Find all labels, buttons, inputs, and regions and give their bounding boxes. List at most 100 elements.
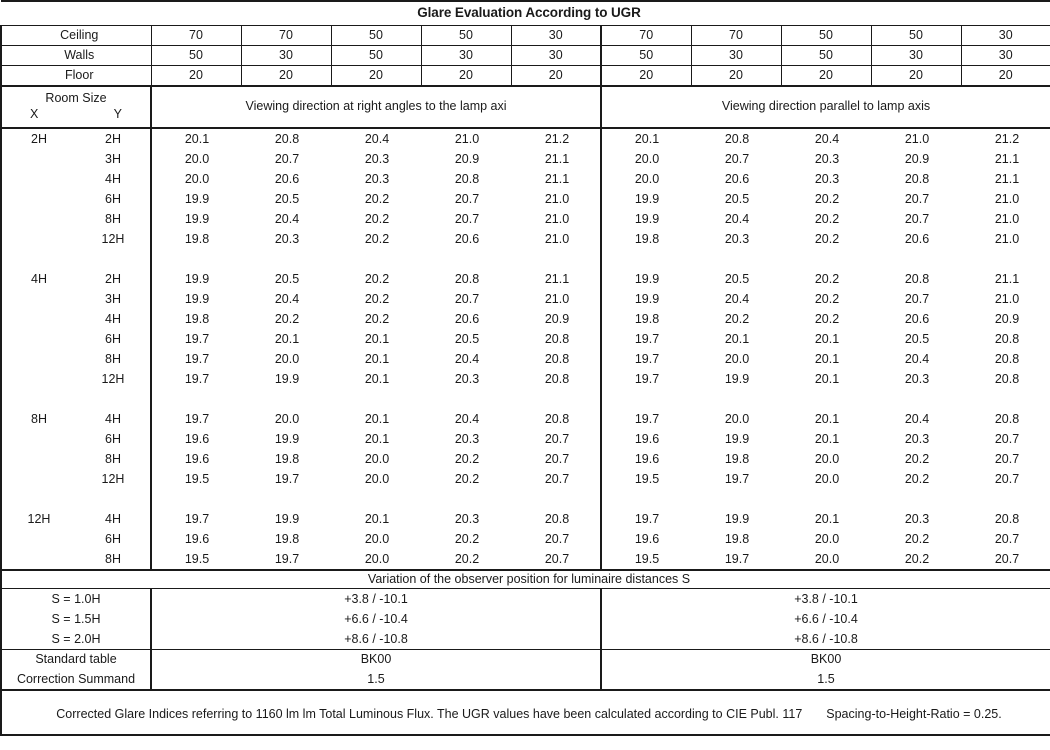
ugr-value: 19.7 — [634, 411, 660, 426]
ugr-value: 19.9 — [634, 211, 660, 226]
ugr-value: 20.0 — [274, 351, 300, 366]
block-spacer — [2, 249, 76, 269]
room-size-y-value: 4H — [105, 511, 121, 526]
variation-value-perpendicular: +8.6 / -10.8 — [344, 632, 408, 647]
ugr-value: 20.0 — [634, 151, 660, 166]
ugr-value-row: 19.9 20.5 20.2 20.7 21.0 — [602, 189, 1050, 209]
correction-summand-label: Correction Summand — [0, 669, 151, 691]
ceiling-value: 70 — [240, 25, 331, 47]
ugr-value: 20.8 — [274, 131, 300, 146]
ugr-value: 20.0 — [814, 471, 840, 486]
ugr-value: 19.7 — [634, 371, 660, 386]
room-size-y-value: 6H — [105, 331, 121, 346]
ugr-value: 20.3 — [904, 511, 930, 526]
standard-table-parallel: BK00 — [600, 649, 1050, 670]
ugr-value-row: 19.6 19.9 20.1 20.3 20.7 — [602, 429, 1050, 449]
floor-value: 20 — [600, 65, 691, 87]
floor-value: 20 — [510, 65, 601, 87]
ugr-value: 20.0 — [634, 171, 660, 186]
ugr-value: 20.7 — [454, 291, 480, 306]
room-size-y-value: 12H — [101, 231, 125, 246]
ugr-value: 20.5 — [724, 271, 750, 286]
ugr-value: 20.9 — [994, 311, 1020, 326]
ugr-value: 20.2 — [454, 451, 480, 466]
ugr-value-row: 19.9 20.4 20.2 20.7 21.0 — [602, 209, 1050, 229]
room-size-y-value: 8H — [105, 211, 121, 226]
ugr-value-row: 19.9 20.5 20.2 20.8 21.1 — [602, 269, 1050, 289]
ugr-value: 20.0 — [364, 551, 390, 566]
ugr-value: 20.7 — [904, 291, 930, 306]
ugr-value: 20.1 — [364, 411, 390, 426]
ugr-value: 20.7 — [454, 211, 480, 226]
ceiling-value: 70 — [690, 25, 781, 47]
ugr-value-row: 19.6 19.8 20.0 20.2 20.7 — [602, 529, 1050, 549]
ugr-value: 20.5 — [904, 331, 930, 346]
ugr-value: 20.3 — [364, 151, 390, 166]
ugr-value: 20.0 — [814, 551, 840, 566]
walls-value: 30 — [690, 45, 781, 67]
ugr-value-row: 19.6 19.8 20.0 20.2 20.7 — [602, 449, 1050, 469]
ugr-value: 20.7 — [994, 531, 1020, 546]
room-size-y-label: Y — [113, 107, 122, 122]
ugr-value: 20.8 — [454, 271, 480, 286]
ugr-value: 19.8 — [274, 451, 300, 466]
ugr-value: 21.0 — [544, 291, 570, 306]
room-size-x-label: X — [30, 107, 39, 122]
room-size-x-value — [2, 209, 76, 229]
walls-value: 30 — [870, 45, 961, 67]
ugr-value: 20.0 — [814, 531, 840, 546]
ugr-value-row: 19.5 19.7 20.0 20.2 20.7 — [602, 549, 1050, 569]
ugr-value-row: 19.7 20.0 20.1 20.4 20.8 — [602, 349, 1050, 369]
ugr-value: 20.2 — [364, 291, 390, 306]
ugr-value: 21.0 — [544, 231, 570, 246]
ugr-value: 20.2 — [904, 451, 930, 466]
ugr-value: 20.7 — [994, 471, 1020, 486]
data-body-row: 2H 4H 8H 12H 2H 3H 4H 6H 8H 12H 2H 3H 4H 6H 8H 12H 4H 6H… — [0, 127, 1050, 570]
ugr-value: 19.6 — [184, 431, 210, 446]
footnote-text: Corrected Glare Indices referring to 116… — [56, 706, 803, 721]
ugr-value: 20.4 — [274, 291, 300, 306]
ugr-value: 20.0 — [364, 471, 390, 486]
variation-value-perpendicular: +6.6 / -10.4 — [344, 612, 408, 627]
ugr-value-row: 19.6 19.9 20.1 20.3 20.7 — [152, 429, 600, 449]
ugr-value: 19.8 — [274, 531, 300, 546]
ugr-value-row: 19.8 20.2 20.2 20.6 20.9 — [602, 309, 1050, 329]
variation-value-parallel: +6.6 / -10.4 — [794, 612, 858, 627]
ugr-value: 20.4 — [454, 411, 480, 426]
ugr-value: 20.7 — [544, 451, 570, 466]
variation-label: S = 1.5H — [51, 612, 101, 627]
ugr-value: 19.6 — [634, 531, 660, 546]
ugr-value-row: 19.7 20.0 20.1 20.4 20.8 — [602, 409, 1050, 429]
room-size-y-value: 4H — [105, 171, 121, 186]
ugr-value-row: 20.1 20.8 20.4 21.0 21.2 — [602, 129, 1050, 149]
ugr-value-row: 19.7 20.1 20.1 20.5 20.8 — [152, 329, 600, 349]
ceiling-value: 50 — [330, 25, 421, 47]
ugr-value: 20.1 — [274, 331, 300, 346]
ugr-value: 20.6 — [454, 231, 480, 246]
ugr-value: 19.6 — [634, 451, 660, 466]
floor-value: 20 — [960, 65, 1050, 87]
ugr-value: 20.1 — [364, 431, 390, 446]
ugr-value: 19.9 — [724, 511, 750, 526]
ugr-value: 20.1 — [814, 431, 840, 446]
ugr-value: 20.0 — [364, 531, 390, 546]
ugr-value: 20.1 — [724, 331, 750, 346]
ugr-value-row: 20.0 20.7 20.3 20.9 21.1 — [152, 149, 600, 169]
variation-header: Variation of the observer position for l… — [0, 568, 1050, 590]
variation-labels: S = 1.0H S = 1.5H S = 2.0H — [0, 588, 151, 651]
walls-value: 50 — [150, 45, 241, 67]
block-spacer — [152, 249, 600, 269]
ugr-value: 19.9 — [184, 271, 210, 286]
ugr-value: 20.2 — [904, 471, 930, 486]
footnote-row: Corrected Glare Indices referring to 116… — [0, 689, 1050, 736]
ugr-value-row: 19.9 20.4 20.2 20.7 21.0 — [602, 289, 1050, 309]
ceiling-value: 30 — [960, 25, 1050, 47]
ugr-value: 20.8 — [994, 511, 1020, 526]
ugr-value: 20.5 — [454, 331, 480, 346]
ugr-value: 19.5 — [184, 551, 210, 566]
ugr-value: 20.3 — [454, 431, 480, 446]
y-column: 2H 3H 4H 6H 8H 12H 2H 3H 4H 6H 8H 12H 4H 6H 8H 12H 4H 6H 8… — [76, 128, 151, 570]
ugr-value: 20.1 — [184, 131, 210, 146]
